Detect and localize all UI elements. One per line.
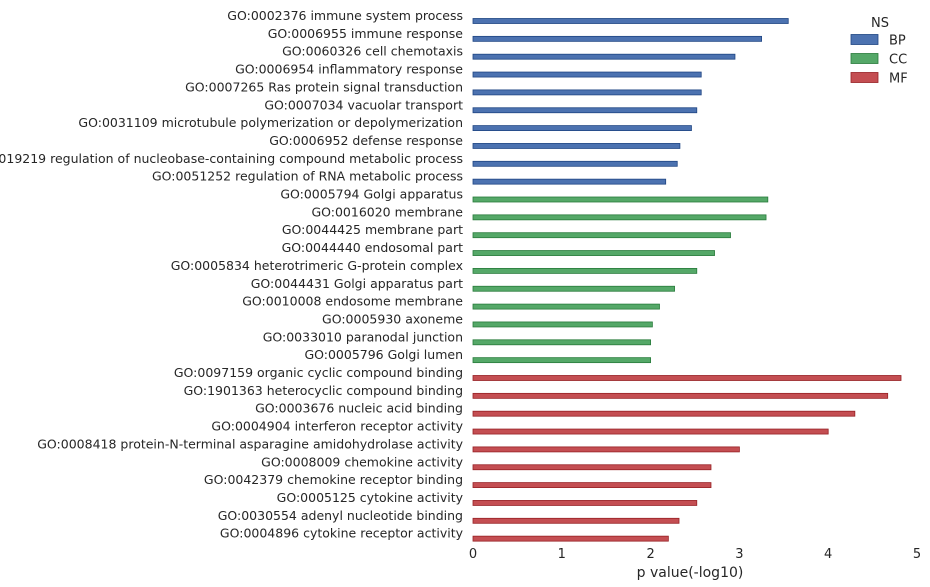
category-label: GO:0010008 endosome membrane (242, 294, 463, 309)
bar-cc (472, 303, 660, 310)
bar-cc (472, 357, 652, 364)
bar-cc (472, 214, 767, 221)
bar-cc (472, 339, 652, 346)
category-label: GO:0005796 Golgi lumen (304, 347, 463, 362)
bar-mf (472, 392, 889, 399)
category-label: GO:0030554 adenyl nucleotide binding (218, 508, 463, 523)
legend: NS BP CC MF (850, 16, 908, 87)
category-label: GO:0044440 endosomal part (282, 240, 464, 255)
x-axis-label: p value(-log10) (637, 565, 744, 581)
bar-cc (472, 267, 698, 274)
category-label: GO:0031109 microtubule polymerization or… (78, 115, 463, 130)
category-label: GO:0004896 cytokine receptor activity (220, 526, 464, 541)
legend-swatch-bp (850, 34, 879, 45)
bar-bp (472, 125, 692, 131)
category-label: GO:0006954 inflammatory response (235, 62, 463, 77)
bar-mf (472, 500, 698, 506)
bar-mf (472, 446, 740, 453)
category-label: GO:0004904 interferon receptor activity (211, 419, 463, 434)
legend-title: NS (871, 16, 889, 31)
category-label: GO:1901363 heterocyclic compound binding (184, 383, 463, 398)
x-tick-label: 0 (469, 547, 477, 562)
legend-label-bp: BP (889, 34, 906, 49)
category-label: GO:0005125 cytokine activity (277, 490, 464, 505)
legend-swatch-cc (850, 53, 879, 64)
x-tick-label: 4 (824, 547, 832, 562)
category-label: GO:0044431 Golgi apparatus part (251, 276, 463, 291)
category-label: GO:0051252 regulation of RNA metabolic p… (152, 169, 463, 184)
bar-cc (472, 321, 653, 328)
category-label: GO:0097159 organic cyclic compound bindi… (174, 365, 463, 380)
category-label: GO:0005834 heterotrimeric G-protein comp… (171, 258, 463, 273)
bar-mf (472, 375, 902, 381)
legend-swatch-mf (850, 72, 879, 83)
bar-cc (472, 285, 675, 292)
bar-mf (472, 517, 680, 524)
x-tick-label: 5 (913, 547, 921, 562)
bar-bp (472, 107, 698, 114)
category-label: GO:0002376 immune system process (227, 8, 463, 23)
category-label: GO:0019219 regulation of nucleobase-cont… (0, 151, 463, 166)
category-label: GO:0005930 axoneme (322, 311, 463, 326)
x-axis-ticks: 0 1 2 3 4 5 (469, 547, 921, 562)
x-tick-label: 3 (735, 547, 743, 562)
bar-mf (472, 464, 712, 471)
bar-bp (472, 18, 789, 24)
bar-cc (472, 232, 731, 239)
category-labels: GO:0002376 immune system process GO:00069… (0, 8, 464, 541)
category-label: GO:0007034 vacuolar transport (264, 97, 463, 112)
bar-bp (472, 143, 681, 149)
bar-cc (472, 196, 769, 203)
bar-bp (472, 89, 702, 96)
bars-group (472, 18, 902, 542)
bar-bp (472, 35, 763, 42)
bar-mf (472, 410, 856, 417)
category-label: GO:0042379 chemokine receptor binding (204, 472, 463, 487)
category-label: GO:0033010 paranodal junction (263, 329, 463, 344)
bar-bp (472, 178, 667, 185)
category-label: GO:0003676 nucleic acid binding (255, 401, 463, 416)
bar-cc (472, 250, 715, 256)
legend-label-mf: MF (889, 72, 908, 87)
category-label: GO:0016020 membrane (311, 204, 463, 219)
x-tick-label: 1 (558, 547, 566, 562)
bar-mf (472, 428, 829, 435)
bar-bp (472, 160, 678, 167)
category-label: GO:0060326 cell chemotaxis (282, 44, 463, 59)
bar-bp (472, 53, 736, 60)
bar-bp (472, 71, 702, 78)
x-tick-label: 2 (646, 547, 654, 562)
category-label: GO:0044425 membrane part (282, 222, 463, 237)
category-label: GO:0006955 immune response (268, 26, 464, 41)
category-label: GO:0005794 Golgi apparatus (280, 187, 463, 202)
bar-mf (472, 482, 712, 489)
bar-mf (472, 535, 669, 542)
category-label: GO:0008009 chemokine activity (261, 454, 463, 469)
category-label: GO:0006952 defense response (269, 133, 463, 148)
legend-label-cc: CC (889, 53, 907, 68)
category-label: GO:0008418 protein-N-terminal asparagine… (37, 436, 463, 451)
category-label: GO:0007265 Ras protein signal transducti… (185, 79, 463, 94)
